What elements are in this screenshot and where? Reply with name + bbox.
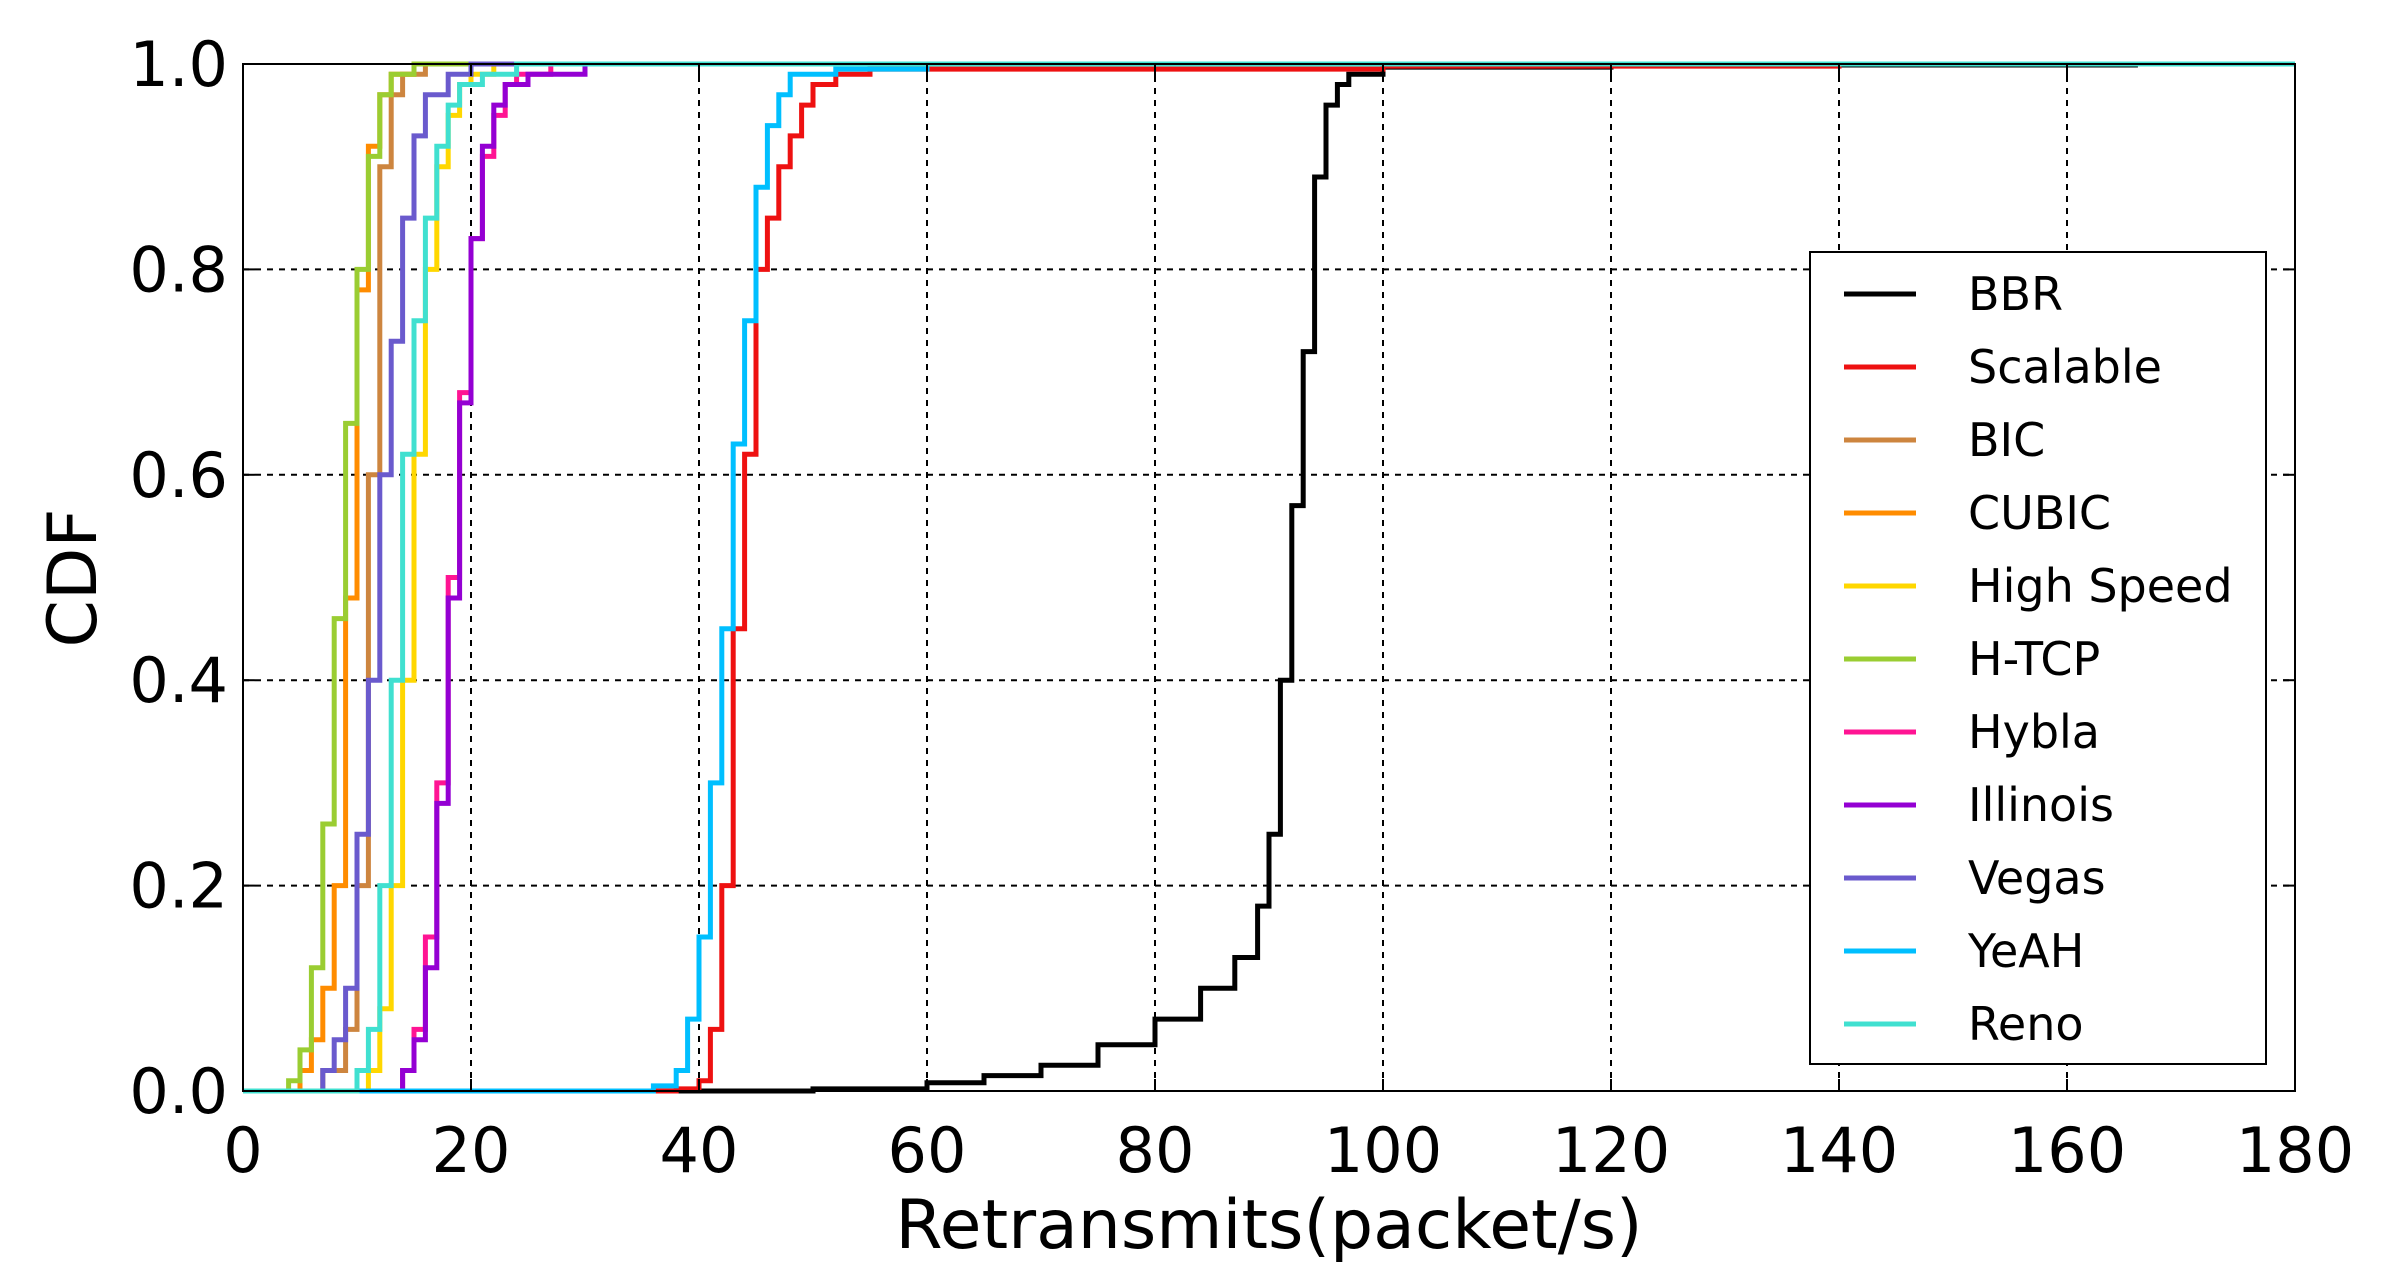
series-line-reno [243, 61, 2295, 1094]
x-tick-label: 20 [432, 1114, 511, 1187]
legend-label-h-tcp: H-TCP [1968, 632, 2100, 686]
legend-label-bic: BIC [1968, 413, 2045, 467]
y-tick-label: 0.8 [129, 233, 228, 306]
legend-label-cubic: CUBIC [1968, 486, 2111, 540]
x-tick-label: 100 [1324, 1114, 1442, 1187]
y-axis-label: CDF [34, 509, 113, 648]
y-tick-label: 0.6 [129, 439, 228, 512]
x-tick-label: 40 [660, 1114, 739, 1187]
x-tick-labels: 0 20 40 60 80 100 120 140 160 180 [223, 1114, 2354, 1187]
plot-frame [242, 63, 2296, 1092]
x-tick-label: 160 [2008, 1114, 2126, 1187]
series-layer [243, 61, 2295, 1094]
x-tick-label: 0 [223, 1114, 262, 1187]
legend-label-reno: Reno [1968, 997, 2084, 1051]
series-line-scalable [243, 61, 2295, 1094]
y-tick-label: 0.0 [129, 1055, 228, 1128]
x-tick-label: 140 [1780, 1114, 1898, 1187]
y-tick-labels: 0.0 0.2 0.4 0.6 0.8 1.0 [129, 28, 228, 1128]
x-tick-label: 180 [2236, 1114, 2354, 1187]
series-line-h-tcp [243, 61, 2295, 1094]
y-tick-label: 0.4 [129, 644, 228, 717]
series-line-bbr [243, 61, 2295, 1094]
legend-label-yeah: YeAH [1967, 924, 2084, 978]
tick-marks [242, 63, 2296, 1092]
legend-label-illinois: Illinois [1968, 778, 2114, 832]
series-line-illinois [243, 61, 2295, 1094]
y-tick-label: 0.2 [129, 850, 228, 923]
legend-label-hybla: Hybla [1968, 705, 2100, 759]
x-tick-label: 120 [1552, 1114, 1670, 1187]
y-tick-label: 1.0 [129, 28, 228, 101]
x-tick-label: 60 [888, 1114, 967, 1187]
x-tick-label: 80 [1116, 1114, 1195, 1187]
legend-label-scalable: Scalable [1968, 340, 2162, 394]
series-line-yeah [243, 61, 2295, 1094]
legend-label-high-speed: High Speed [1968, 559, 2233, 613]
legend: BBR Scalable BIC CUBIC High Speed H-TCP Hybla I… [1809, 251, 2267, 1065]
legend-label-vegas: Vegas [1968, 851, 2106, 905]
series-line-vegas [243, 61, 2295, 1094]
legend-label-bbr: BBR [1968, 267, 2063, 321]
x-axis-label: Retransmits(packet/s) [895, 1186, 1642, 1265]
